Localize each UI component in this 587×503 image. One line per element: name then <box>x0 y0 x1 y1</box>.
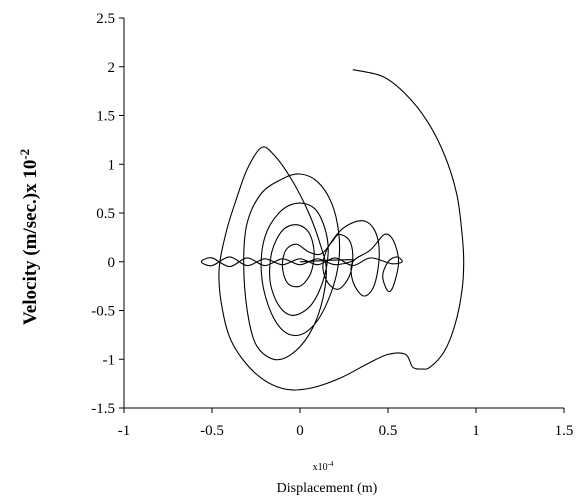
x-tick-label: 0.5 <box>379 423 398 439</box>
series-layer <box>200 69 465 391</box>
y-tick-label: -0.5 <box>91 304 115 320</box>
y-axis-label: Velocity (m/sec.)x 10-2 <box>17 149 42 325</box>
x-axis-label: Displacement (m) <box>277 481 378 496</box>
y-tick-label: 0 <box>108 255 116 271</box>
phase-trajectory-line <box>200 69 465 391</box>
y-tick-label: -1 <box>103 352 116 368</box>
x-tick-label: 0 <box>296 423 304 439</box>
x-tick-label: -1 <box>118 423 131 439</box>
x-axis-multiplier-base: x10 <box>313 462 328 473</box>
y-tick-label: 2 <box>108 60 116 76</box>
y-tick-label: -1.5 <box>91 401 115 417</box>
y-axis-label-text: Velocity (m/sec.)x 10 <box>20 160 41 326</box>
y-tick-label: 2.5 <box>96 11 115 27</box>
x-axis-multiplier-exponent: -4 <box>328 460 334 468</box>
x-axis-multiplier: x10-4 <box>313 460 334 473</box>
y-tick-label: 1 <box>108 157 116 173</box>
y-tick-label: 1.5 <box>96 109 115 125</box>
y-axis-label-exponent: -2 <box>17 149 32 160</box>
y-tick-label: 0.5 <box>96 206 115 222</box>
axes <box>119 17 565 413</box>
x-tick-label: 1 <box>472 423 480 439</box>
x-tick-label: 1.5 <box>555 423 574 439</box>
tick-labels: -1.5-1-0.500.511.522.5-1 -0.5 0 0.5 1 1.5 <box>91 11 573 439</box>
x-tick-label: -0.5 <box>200 423 224 439</box>
